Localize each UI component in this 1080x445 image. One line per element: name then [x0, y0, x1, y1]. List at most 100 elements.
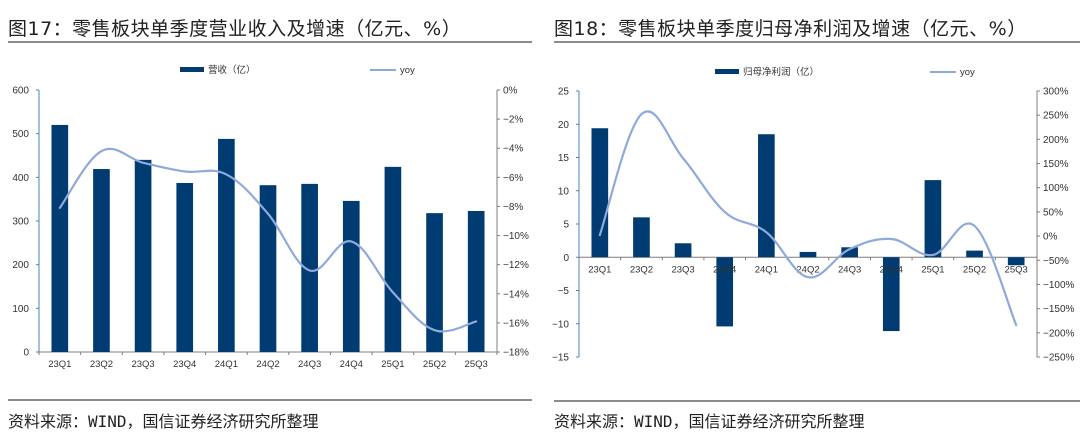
left-axis-tick-label: 10 [558, 186, 570, 197]
right-axis-tick-label: 50% [1043, 207, 1063, 218]
x-axis-tick-label: 24Q2 [796, 264, 819, 275]
left-axis-tick-label: 200 [12, 260, 29, 271]
bar-23Q1 [591, 128, 609, 258]
right-axis-tick-label: 150% [1043, 159, 1069, 170]
bar-23Q4 [176, 183, 194, 352]
right-axis-tick-label: −150% [1043, 304, 1075, 315]
x-axis-tick-label: 25Q1 [381, 359, 404, 370]
right-axis-tick-label: −16% [503, 318, 529, 329]
title-divider [554, 41, 1080, 43]
legend-label: yoy [400, 65, 415, 76]
chart-title: 图17：零售板块单季度营业收入及增速（亿元、%） [8, 18, 462, 40]
right-axis-tick-label: −18% [503, 348, 529, 359]
x-axis-tick-label: 24Q4 [340, 359, 363, 370]
chart-title: 图18：零售板块单季度归母净利润及增速（亿元、%） [554, 18, 1027, 40]
x-axis-tick-label: 25Q3 [465, 359, 488, 370]
bar-23Q1 [51, 124, 69, 352]
right-axis-tick-label: −12% [503, 260, 529, 271]
right-axis-tick-label: −2% [503, 115, 523, 126]
bar-23Q4 [716, 257, 734, 327]
bar-25Q2 [426, 213, 443, 352]
bar-23Q3 [134, 159, 152, 352]
left-axis-tick-label: 5 [563, 220, 569, 231]
left-axis-tick-label: 300 [12, 217, 29, 228]
right-axis-tick-label: 300% [1043, 87, 1069, 98]
left-axis-tick-label: 25 [558, 87, 570, 98]
left-axis-tick-label: −15 [552, 353, 569, 364]
right-axis-tick-label: −14% [503, 289, 529, 300]
x-axis-tick-label: 24Q3 [298, 359, 321, 370]
left-axis-tick-label: 400 [12, 173, 29, 184]
source-divider [554, 400, 1080, 402]
right-axis-tick-label: −6% [503, 173, 523, 184]
bar-23Q2 [633, 217, 650, 258]
right-axis-tick-label: −4% [503, 144, 523, 155]
bar-24Q4 [882, 257, 900, 332]
bar-25Q1 [384, 166, 402, 352]
right-axis-tick-label: −10% [503, 231, 529, 242]
x-axis-tick-label: 24Q1 [755, 264, 778, 275]
left-axis-tick-label: 0 [23, 348, 29, 359]
left-axis-tick-label: −5 [558, 286, 570, 297]
title-divider [8, 41, 532, 43]
bar-25Q1 [924, 180, 942, 258]
x-axis-tick-label: 25Q1 [921, 264, 944, 275]
right-axis-tick-label: 0% [1043, 232, 1058, 243]
chart-panel-revenue: 图17：零售板块单季度营业收入及增速（亿元、%） 营收（亿） yoy 0 100 200… [8, 18, 532, 431]
left-axis-tick-label: 100 [12, 304, 29, 315]
bar-24Q1 [218, 138, 235, 352]
left-axis-tick-label: 15 [558, 153, 570, 164]
legend-bar-swatch [180, 67, 204, 72]
x-axis-tick-label: 23Q1 [48, 359, 71, 370]
bar-24Q2 [259, 185, 277, 352]
left-axis-tick-label: 500 [12, 129, 29, 140]
legend-label: 营收（亿） [208, 64, 256, 76]
x-axis-tick-label: 25Q2 [963, 264, 986, 275]
left-axis-tick-label: −10 [552, 319, 569, 330]
bar-24Q2 [799, 251, 817, 258]
bar-24Q1 [758, 134, 775, 258]
legend-label: 归母净利润（亿） [743, 66, 819, 78]
revenue-chart: 营收（亿） yoy 0 100 200 300 400 500 600 −18% −16% −14% −… [12, 64, 529, 370]
bar-24Q3 [301, 183, 318, 352]
right-axis-tick-label: 0% [503, 86, 518, 97]
x-axis-tick-label: 24Q3 [838, 264, 861, 275]
x-axis-tick-label: 23Q4 [173, 359, 196, 370]
x-axis-tick-label: 23Q2 [630, 264, 653, 275]
right-axis-tick-label: −100% [1043, 280, 1075, 291]
left-axis-tick-label: 20 [558, 120, 570, 131]
right-axis-tick-label: −200% [1043, 328, 1075, 339]
x-axis-tick-label: 24Q1 [215, 359, 238, 370]
bar-25Q2 [966, 250, 983, 258]
bar-24Q4 [342, 200, 360, 352]
chart-panel-net-profit: 图18：零售板块单季度归母净利润及增速（亿元、%） 归母净利润（亿） yoy −15… [540, 0, 1080, 445]
x-axis-tick-label: 23Q2 [90, 359, 113, 370]
bar-25Q3 [1007, 257, 1025, 266]
bar-23Q2 [93, 169, 110, 352]
legend-label: yoy [960, 67, 975, 78]
x-axis-tick-label: 24Q4 [880, 264, 903, 275]
source-divider [8, 399, 532, 401]
bar-25Q3 [467, 210, 485, 352]
bar-24Q3 [841, 247, 858, 258]
right-axis-tick-label: 200% [1043, 135, 1069, 146]
bar-23Q3 [674, 243, 692, 258]
right-axis-tick-label: −250% [1043, 353, 1075, 364]
source-note: 资料来源：WIND，国信证券经济研究所整理 [554, 412, 865, 431]
x-axis-tick-label: 24Q2 [256, 359, 279, 370]
x-axis-tick-label: 23Q3 [671, 264, 694, 275]
right-axis-tick-label: −8% [503, 202, 523, 213]
x-axis-tick-label: 25Q3 [1005, 264, 1028, 275]
yoy-line [58, 147, 478, 333]
right-axis-tick-label: 100% [1043, 183, 1069, 194]
x-axis-tick-label: 23Q4 [713, 264, 736, 275]
right-axis-tick-label: 250% [1043, 111, 1069, 122]
yoy-line [598, 110, 1018, 327]
x-axis-tick-label: 23Q3 [131, 359, 154, 370]
source-note: 资料来源：WIND，国信证券经济研究所整理 [8, 412, 319, 431]
net-profit-chart: 归母净利润（亿） yoy −15 −10 −5 0 5 10 15 20 25 −250% −200% −… [552, 66, 1075, 364]
legend-bar-swatch [715, 69, 739, 74]
x-axis-tick-label: 23Q1 [588, 264, 611, 275]
left-axis-tick-label: 600 [12, 86, 29, 97]
left-axis-tick-label: 0 [563, 253, 569, 264]
